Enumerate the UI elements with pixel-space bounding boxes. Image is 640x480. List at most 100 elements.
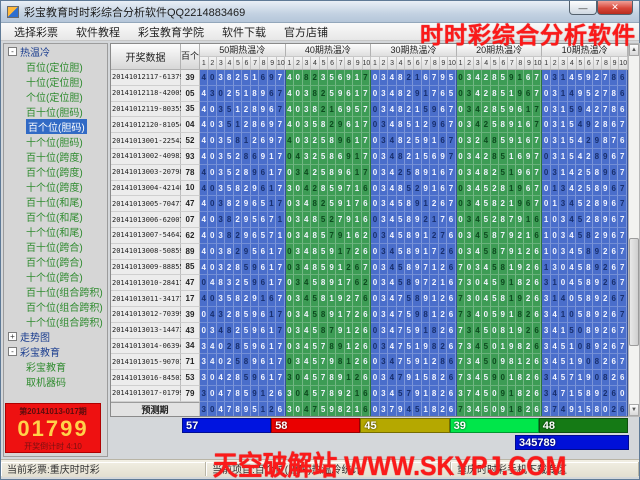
tree-item-21[interactable]: - 彩宝教育 — [4, 344, 107, 359]
grid-cell: 2 — [353, 354, 362, 371]
scrollbar-thumb[interactable] — [629, 238, 639, 346]
menu-item-2[interactable]: 软件教程 — [76, 26, 120, 39]
scroll-up-icon[interactable]: ▲ — [629, 44, 639, 56]
grid-cell: 5 — [482, 180, 491, 197]
grid-cell: 2 — [242, 180, 251, 197]
close-button[interactable]: ✕ — [597, 1, 633, 15]
tree-item-8[interactable]: 百十位(跨度) — [4, 149, 107, 164]
tree-item-15[interactable]: 百个位(跨合) — [4, 254, 107, 269]
grid-cell: 3 — [379, 148, 389, 165]
grid-cell: 5 — [319, 133, 328, 149]
tree-item-4[interactable]: 个位(定位胆) — [4, 89, 107, 104]
grid-cell: 6 — [430, 148, 439, 165]
tree-item-16[interactable]: 十个位(跨合) — [4, 269, 107, 284]
grid-cell: 3 — [379, 306, 389, 323]
menu-item-3[interactable]: 彩宝教育学院 — [138, 26, 204, 39]
grid-cell: 0 — [200, 275, 209, 292]
grid-cell: 8 — [233, 370, 243, 386]
table-row: 20141013012-70399 39 0 4 3 2 8 5 9 6 1 7 0 3 4 5 8 9 1 7 2 6 0… — [111, 306, 628, 323]
grid-cell: 0 — [294, 370, 303, 386]
grid-cell: 3 — [465, 101, 474, 118]
grid-cell: 7 — [310, 401, 320, 416]
tree-item-10[interactable]: 十个位(跨度) — [4, 179, 107, 194]
grid-cell: 8 — [242, 354, 251, 371]
digit-pair-cell: 05 — [181, 85, 200, 102]
digit-pair-cell: 07 — [181, 212, 200, 228]
grid-cell: 8 — [233, 338, 243, 355]
grid-cell: 3 — [285, 385, 295, 402]
tree-item-11[interactable]: 百十位(和尾) — [4, 194, 107, 209]
grid-cell: 9 — [515, 85, 525, 102]
grid-cell: 9 — [413, 322, 422, 339]
grid-cell: 8 — [584, 385, 594, 402]
title-bar[interactable]: 彩宝教育时时彩综合分析软件QQ2214883469 — ✕ — [1, 1, 639, 23]
tree-item-6[interactable]: 百个位(胆码) — [4, 119, 107, 134]
tree-item-20[interactable]: + 走势图 — [4, 329, 107, 344]
grid-cell: 7 — [618, 338, 627, 355]
collapse-icon[interactable]: - — [8, 47, 17, 56]
tree-item-17[interactable]: 百十位(组合跨积) — [4, 284, 107, 299]
tree-item-3[interactable]: 十位(定位胆) — [4, 74, 107, 89]
grid-cell: 4 — [388, 117, 397, 134]
grid-cell: 7 — [276, 306, 285, 323]
subcol-label: 8 — [516, 57, 526, 69]
tree-item-19[interactable]: 十个位(组合跨积) — [4, 314, 107, 329]
minimize-button[interactable]: — — [569, 1, 597, 15]
expand-icon[interactable]: + — [8, 332, 17, 341]
grid-cell: 1 — [259, 385, 268, 402]
grid-cell: 4 — [473, 212, 483, 228]
grid-cell: 0 — [216, 354, 226, 371]
grid-cell: 0 — [294, 70, 303, 86]
tree-item-9[interactable]: 百个位(跨度) — [4, 164, 107, 179]
grid-cell: 9 — [250, 306, 260, 323]
tree-item-23[interactable]: 取机器码 — [4, 374, 107, 389]
tree-item-label: 百十位(和尾) — [26, 198, 83, 209]
grid-cell: 8 — [584, 259, 594, 276]
tree-item-13[interactable]: 十个位(和尾) — [4, 224, 107, 239]
grid-cell: 9 — [336, 180, 345, 197]
grid-cell: 0 — [371, 354, 380, 371]
menu-item-1[interactable]: 选择彩票 — [14, 26, 58, 39]
tree-item-14[interactable]: 百十位(跨合) — [4, 239, 107, 254]
grid-cell: 9 — [250, 370, 260, 386]
grid-cell: 9 — [259, 85, 268, 102]
tree-item-18[interactable]: 百个位(组合跨积) — [4, 299, 107, 314]
grid-cell: 2 — [601, 338, 610, 355]
grid-cell: 3 — [550, 85, 560, 102]
tree-item-1[interactable]: - 热温冷 — [4, 44, 107, 59]
grid-cell: 7 — [456, 401, 466, 416]
collapse-icon[interactable]: - — [8, 347, 17, 356]
grid-cell: 2 — [405, 148, 414, 165]
grid-cell: 5 — [490, 275, 500, 292]
tree-item-12[interactable]: 百个位(和尾) — [4, 209, 107, 224]
grid-cell: 4 — [200, 133, 209, 149]
vertical-scrollbar[interactable]: ▲ ▼ — [628, 43, 640, 417]
grid-cell: 3 — [285, 370, 295, 386]
tree-item-2[interactable]: 百位(定位胆) — [4, 59, 107, 74]
tree-item-7[interactable]: 十个位(胆码) — [4, 134, 107, 149]
grid-cell: 7 — [430, 70, 439, 86]
grid-cell: 4 — [482, 275, 491, 292]
grid-cell: 9 — [593, 306, 602, 323]
grid-cell: 7 — [447, 148, 456, 165]
bottom-watermark: 天空破解站 WWW.SKYPJ.COM — [213, 451, 567, 480]
scroll-down-icon[interactable]: ▼ — [629, 404, 639, 416]
grid-cell: 8 — [499, 291, 508, 307]
tree-item-5[interactable]: 百十位(胆码) — [4, 104, 107, 119]
grid-cell: 2 — [601, 275, 610, 292]
grid-cell: 7 — [276, 354, 285, 371]
grid-cell: 8 — [610, 101, 619, 118]
grid-cell: 6 — [259, 133, 268, 149]
grid-cell: 7 — [353, 291, 362, 307]
grid-cell: 3 — [550, 70, 560, 86]
grid-cell: 9 — [576, 354, 585, 371]
menu-item-4[interactable]: 软件下载 — [222, 26, 266, 39]
tree-item-22[interactable]: 彩宝教育 — [4, 359, 107, 374]
menu-item-5[interactable]: 官方店铺 — [284, 26, 328, 39]
grid-cell: 2 — [267, 385, 277, 402]
header-group-2: 40期热温冷 1 2 3 4 5 6 7 8 9 10 — [285, 44, 372, 70]
grid-cell: 8 — [405, 275, 414, 292]
